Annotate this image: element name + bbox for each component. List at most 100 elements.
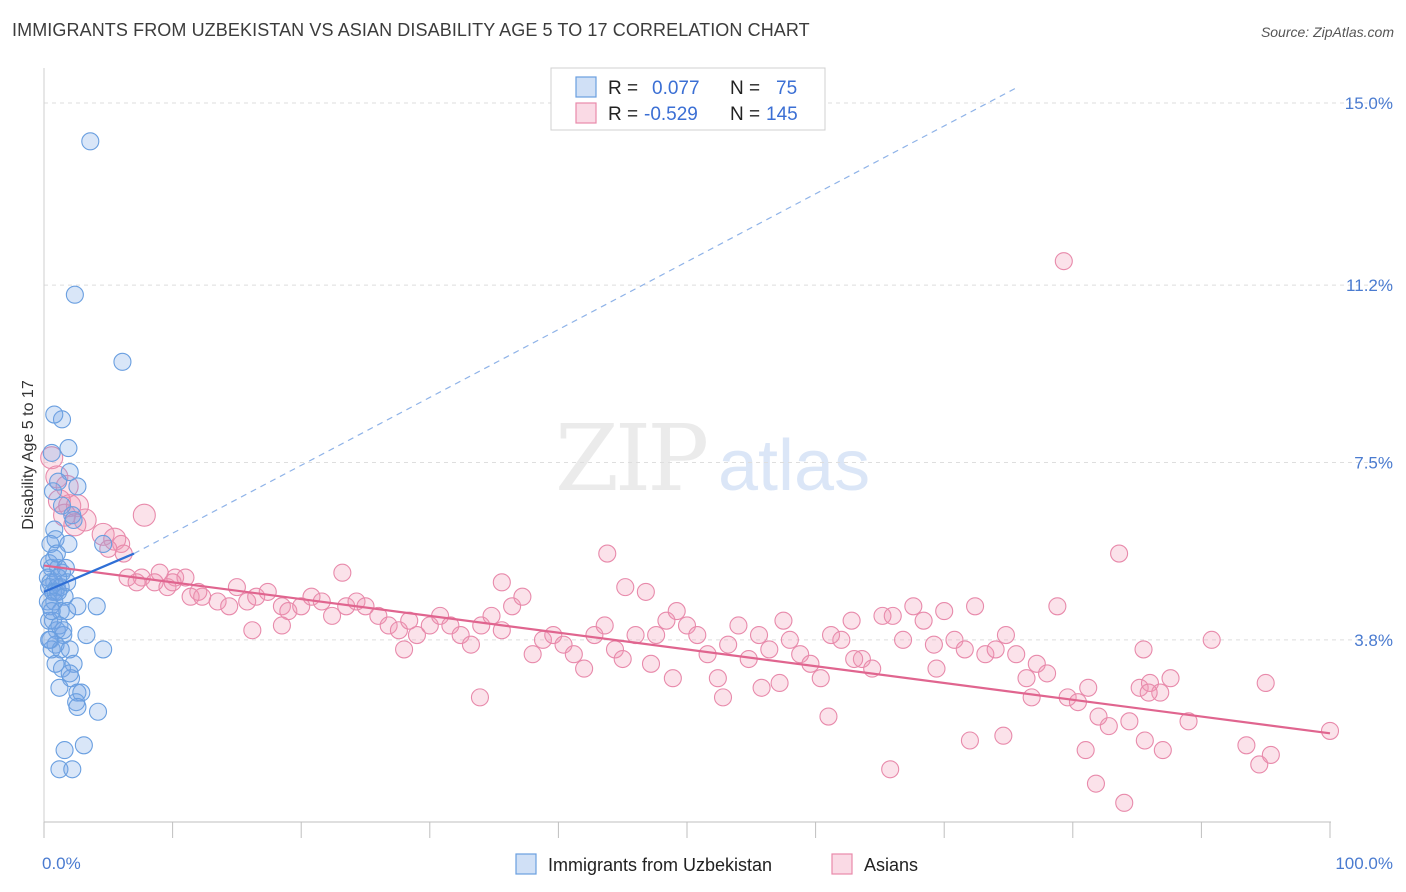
asians-point-9: [132, 503, 156, 527]
uzbekistan-point-64: [50, 760, 69, 779]
uzbekistan-point-57: [50, 678, 69, 697]
asians-point-134: [845, 649, 864, 669]
asians-point-68: [636, 582, 655, 601]
uzbekistan-point-59: [72, 683, 91, 702]
asians-point-95: [914, 611, 933, 630]
asians-point-32: [258, 582, 277, 601]
asians-point-154: [1135, 731, 1154, 750]
asians-point-51: [461, 635, 481, 654]
chart-title: IMMIGRANTS FROM UZBEKISTAN VS ASIAN DISA…: [12, 20, 810, 40]
series-legend-label-uzbekistan: Immigrants from Uzbekistan: [548, 855, 772, 875]
asians-point-142: [1115, 793, 1134, 812]
asians-point-127: [613, 649, 632, 669]
asians-point-133: [819, 707, 838, 726]
uzbekistan-point-10: [68, 477, 87, 496]
series-legend-label-asians: Asians: [864, 855, 918, 875]
x-tick-label-1: 100.0%: [1335, 854, 1393, 873]
uzbekistan-point-15: [41, 534, 60, 554]
y-tick-label-2: 11.2%: [1346, 276, 1393, 295]
legend-r-value-1: 0.077: [652, 78, 700, 99]
asians-point-131: [752, 678, 771, 697]
legend-r-label-2: R =: [608, 104, 638, 125]
uzbekistan-point-72: [40, 630, 59, 649]
uzbekistan-point-1: [65, 285, 84, 304]
svg-text:ZIP: ZIP: [555, 405, 706, 512]
chart-source: Source: ZipAtlas.com: [1260, 24, 1394, 40]
asians-point-79: [749, 626, 769, 645]
legend-n-label-2: N =: [730, 104, 760, 125]
axes: [43, 68, 1331, 838]
asians-point-100: [966, 597, 985, 616]
x-axis-tick-labels: 0.0% 100.0%: [42, 854, 1393, 873]
asians-point-116: [1130, 678, 1149, 697]
asians-point-107: [1038, 664, 1057, 683]
uzbekistan-point-34: [38, 592, 57, 611]
asians-point-61: [564, 645, 583, 664]
legend-swatch-blue: [575, 76, 597, 98]
trend-lines: [43, 88, 1331, 735]
asians-point-66: [616, 578, 635, 597]
asians-point-28: [220, 597, 239, 616]
asians-point-27: [208, 592, 227, 611]
asians-point-149: [1139, 683, 1158, 702]
uzbekistan-point-71: [54, 621, 73, 640]
y-axis-tick-labels: 3.8% 7.5% 11.2% 15.0%: [1345, 94, 1393, 650]
uzbekistan-point-38: [58, 602, 77, 621]
y-tick-label-0: 3.8%: [1354, 631, 1393, 650]
asians-point-148: [1134, 640, 1153, 659]
asians-point-137: [960, 731, 979, 750]
asians-point-80: [760, 640, 779, 659]
uzbekistan-point-58: [68, 683, 87, 702]
asians-point-120: [470, 688, 490, 707]
asians-point-104: [1007, 645, 1026, 664]
uzbekistan-point-48: [77, 626, 96, 645]
asians-point-93: [893, 630, 913, 649]
correlation-legend: R = 0.077 N = 75 R = -0.529 N = 145: [550, 67, 826, 131]
uzbekistan-point-68: [47, 544, 66, 563]
uzbekistan-point-4: [45, 405, 64, 424]
asians-point-111: [1079, 678, 1098, 697]
asians-point-152: [1320, 721, 1340, 740]
asians-point-151: [1261, 745, 1280, 764]
asians-point-64: [595, 616, 614, 635]
asians-point-102: [986, 640, 1005, 659]
asians-point-0: [40, 446, 64, 470]
y-axis-label: Disability Age 5 to 17: [20, 380, 37, 530]
asians-point-144: [1202, 630, 1221, 649]
y-tick-label-3: 15.0%: [1345, 94, 1393, 113]
asians-point-87: [832, 630, 851, 649]
asians-point-38: [323, 606, 342, 625]
asians-point-153: [1256, 673, 1275, 693]
y-tick-label-1: 7.5%: [1354, 453, 1393, 472]
uzbekistan-point-17: [59, 534, 78, 554]
asians-point-147: [1054, 252, 1073, 271]
uzbekistan-point-66: [68, 697, 87, 717]
asians-point-145: [1237, 736, 1256, 755]
svg-text:atlas: atlas: [718, 426, 870, 506]
legend-n-value-2: 145: [766, 104, 798, 125]
asians-point-62: [575, 659, 594, 678]
asians-point-113: [1099, 717, 1118, 736]
asians-point-135: [881, 760, 900, 779]
uzbekistan-trend-line: [43, 552, 135, 593]
asians-point-29: [227, 578, 246, 597]
uzbekistan-point-18: [94, 534, 113, 554]
asians-point-53: [482, 606, 501, 625]
asians-point-105: [1017, 669, 1036, 688]
series-legend-swatch-blue: [515, 853, 537, 875]
asians-point-123: [333, 563, 352, 582]
uzbekistan-point-33: [55, 587, 74, 606]
asians-point-46: [407, 626, 426, 645]
asians-point-97: [935, 602, 954, 621]
uzbekistan-point-52: [94, 640, 113, 659]
asians-point-57: [523, 645, 542, 664]
asians-point-82: [780, 630, 799, 649]
asians-point-71: [667, 602, 686, 621]
asians-point-77: [729, 616, 748, 635]
asians-point-132: [774, 611, 793, 630]
asians-point-150: [1179, 712, 1198, 731]
asians-points: [40, 252, 1340, 812]
asians-trend-line: [43, 564, 1331, 735]
uzbekistan-point-7: [60, 463, 79, 482]
uzbekistan-point-55: [46, 654, 65, 673]
